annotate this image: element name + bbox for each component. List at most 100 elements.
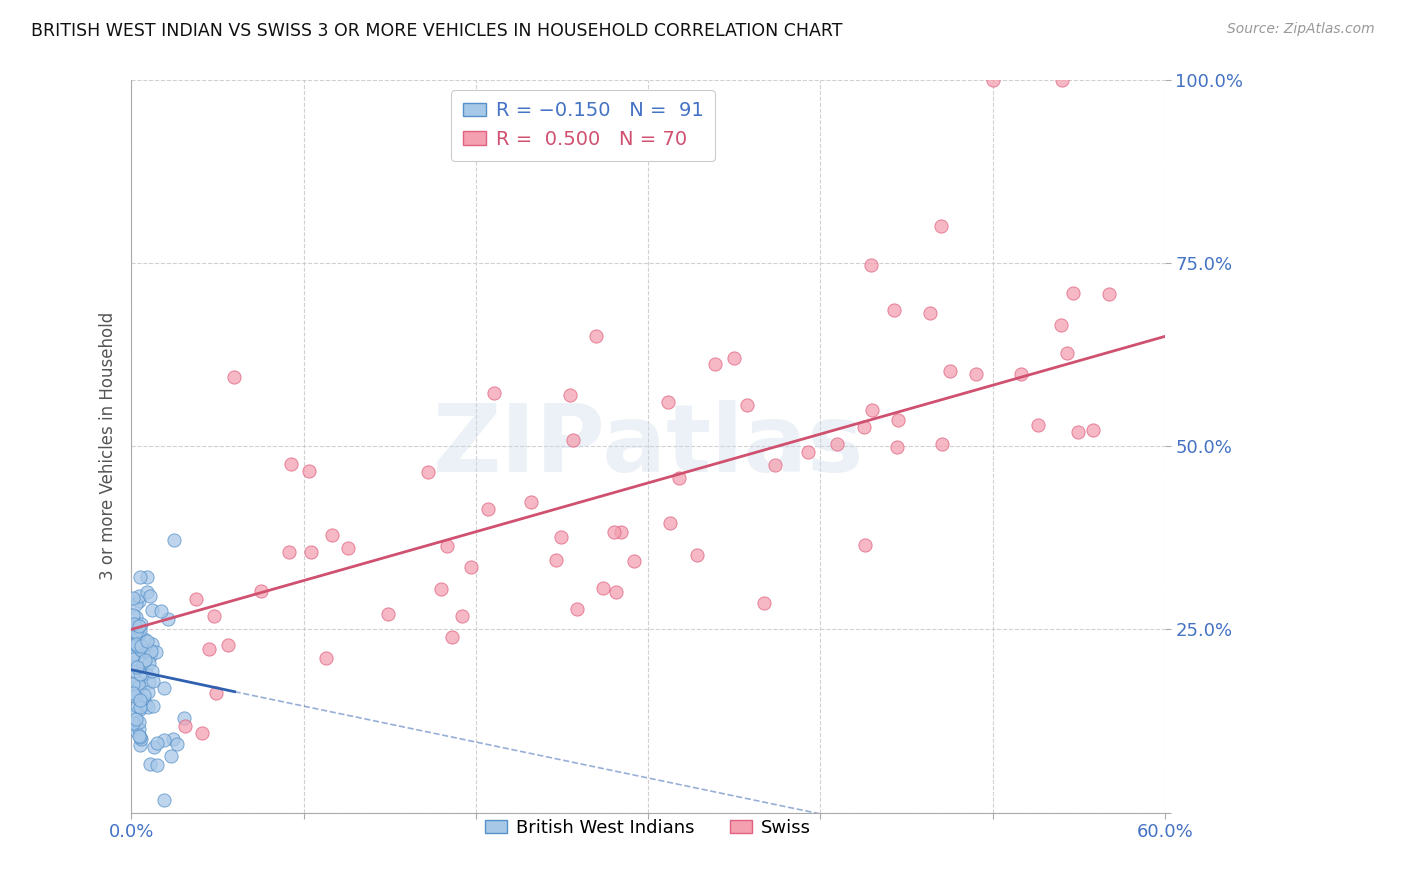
Point xyxy=(250,584,273,599)
Point xyxy=(657,395,679,409)
Point xyxy=(142,699,165,714)
Point xyxy=(122,652,145,666)
Point xyxy=(122,638,145,652)
Point xyxy=(277,545,299,559)
Point xyxy=(141,603,163,617)
Point xyxy=(153,681,176,696)
Point xyxy=(122,715,145,730)
Point xyxy=(128,702,150,716)
Point xyxy=(141,644,163,658)
Point xyxy=(146,736,169,750)
Point xyxy=(139,757,162,772)
Point xyxy=(723,351,745,366)
Point xyxy=(157,612,180,626)
Point xyxy=(124,610,146,624)
Point xyxy=(128,729,150,743)
Point xyxy=(1081,423,1104,437)
Point xyxy=(129,694,152,708)
Point xyxy=(122,591,145,606)
Point xyxy=(139,649,162,664)
Point xyxy=(131,731,153,746)
Point xyxy=(160,748,183,763)
Point xyxy=(131,639,153,653)
Point xyxy=(125,598,148,612)
Point xyxy=(173,711,195,725)
Point xyxy=(122,647,145,661)
Point xyxy=(135,698,157,712)
Point xyxy=(217,638,239,652)
Point xyxy=(128,679,150,693)
Point xyxy=(136,685,159,699)
Point xyxy=(202,609,225,624)
Point xyxy=(623,554,645,568)
Point xyxy=(132,632,155,647)
Point xyxy=(1062,286,1084,301)
Point xyxy=(853,420,876,434)
Point xyxy=(377,607,399,621)
Point xyxy=(122,686,145,700)
Point xyxy=(131,616,153,631)
Point xyxy=(124,690,146,704)
Point xyxy=(129,694,152,708)
Point xyxy=(931,436,953,450)
Point xyxy=(796,445,818,459)
Point xyxy=(153,733,176,747)
Point xyxy=(567,602,589,616)
Point xyxy=(658,516,681,530)
Point xyxy=(145,645,167,659)
Point xyxy=(603,524,626,539)
Point xyxy=(135,633,157,648)
Point xyxy=(1026,417,1049,432)
Point xyxy=(125,639,148,653)
Point xyxy=(668,471,690,485)
Point xyxy=(124,664,146,678)
Point xyxy=(128,569,150,583)
Point xyxy=(191,726,214,740)
Point xyxy=(544,552,567,566)
Point xyxy=(416,465,439,479)
Point xyxy=(860,402,883,417)
Point xyxy=(477,502,499,516)
Point xyxy=(129,738,152,752)
Point xyxy=(132,657,155,671)
Point xyxy=(1056,346,1078,360)
Point xyxy=(460,559,482,574)
Point xyxy=(224,370,246,384)
Point xyxy=(585,329,607,343)
Point xyxy=(484,385,506,400)
Point xyxy=(550,530,572,544)
Point xyxy=(429,582,451,596)
Point xyxy=(125,717,148,731)
Point xyxy=(150,604,173,618)
Point xyxy=(1050,73,1073,87)
Point xyxy=(139,590,162,604)
Point xyxy=(122,616,145,631)
Point xyxy=(451,609,474,624)
Point xyxy=(134,653,156,667)
Point xyxy=(204,686,226,700)
Point xyxy=(129,695,152,709)
Point xyxy=(128,692,150,706)
Point xyxy=(122,608,145,623)
Point xyxy=(125,624,148,639)
Point xyxy=(124,706,146,721)
Point xyxy=(174,719,197,733)
Point xyxy=(752,596,775,610)
Point xyxy=(127,626,149,640)
Point xyxy=(162,732,184,747)
Point xyxy=(763,458,786,473)
Legend: British West Indians, Swiss: British West Indians, Swiss xyxy=(478,812,818,844)
Point xyxy=(321,528,343,542)
Point xyxy=(886,440,908,454)
Point xyxy=(138,674,160,689)
Point xyxy=(198,641,221,656)
Point xyxy=(735,398,758,412)
Point xyxy=(562,434,585,448)
Point xyxy=(138,657,160,671)
Point xyxy=(605,585,627,599)
Point xyxy=(441,630,464,644)
Point xyxy=(592,581,614,595)
Point xyxy=(981,73,1004,87)
Point xyxy=(883,303,905,318)
Point xyxy=(436,539,458,553)
